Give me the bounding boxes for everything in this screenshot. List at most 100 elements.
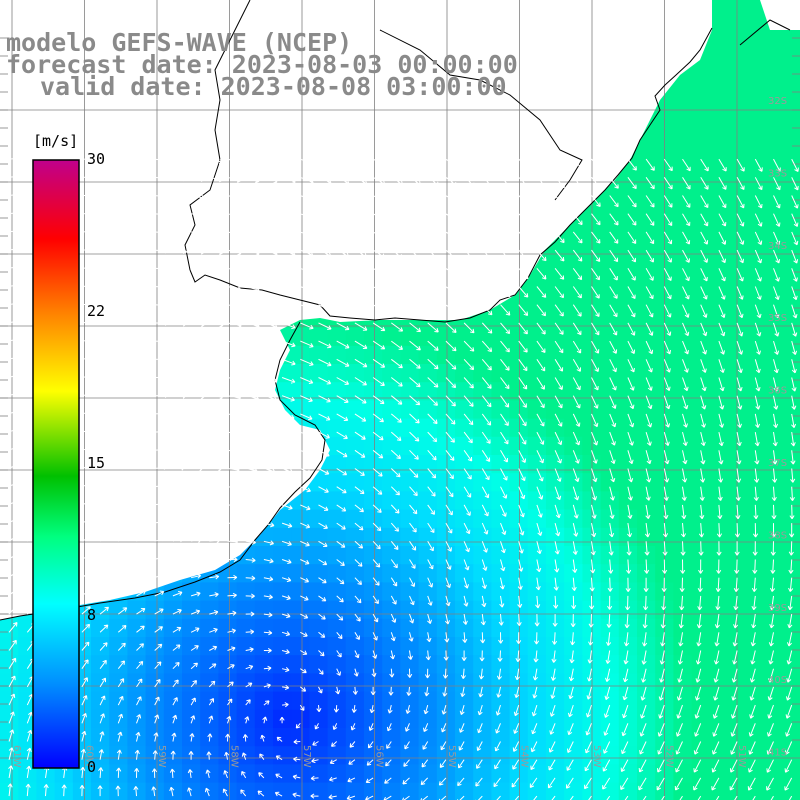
wind-arrow — [445, 395, 456, 407]
wind-arrow — [117, 660, 125, 670]
colorbar-gradient — [32, 159, 80, 769]
wind-cell — [728, 491, 747, 511]
wind-arrow — [731, 686, 738, 701]
wind-cell — [163, 782, 183, 800]
wind-cell — [273, 655, 292, 674]
wind-arrow — [81, 641, 90, 651]
wind-arrow — [494, 741, 501, 752]
wind-arrow — [154, 356, 169, 363]
wind-arrow — [445, 559, 452, 570]
wind-arrow — [426, 632, 432, 643]
wind-arrow — [461, 650, 467, 661]
wind-cell — [764, 291, 784, 310]
wind-cell — [746, 291, 765, 310]
wind-arrow — [518, 377, 528, 390]
land-mass — [0, 0, 800, 620]
wind-arrow — [136, 320, 151, 326]
wind-cell — [728, 163, 747, 183]
wind-arrow — [663, 268, 672, 282]
wind-arrow — [767, 686, 774, 701]
wind-cell — [764, 54, 784, 74]
wind-cell — [145, 782, 165, 800]
wind-arrow — [682, 340, 689, 355]
wind-arrow — [118, 373, 133, 380]
wind-arrow — [318, 231, 332, 239]
wind-arrow — [172, 519, 185, 525]
wind-cell — [728, 637, 747, 656]
wind-arrow — [481, 559, 488, 571]
wind-arrow — [718, 304, 726, 319]
wind-arrow — [607, 595, 613, 610]
wind-arrow — [281, 649, 290, 655]
wind-arrow — [500, 413, 509, 426]
wind-arrow — [245, 213, 260, 220]
wind-cell — [182, 709, 201, 729]
wind-cell — [327, 327, 347, 347]
wind-cell — [673, 655, 693, 674]
wind-arrow — [409, 286, 422, 296]
wind-arrow — [476, 741, 483, 752]
wind-arrow — [372, 249, 386, 258]
latitude-label: 35S — [768, 313, 787, 324]
wind-arrow — [554, 395, 563, 409]
wind-arrow — [390, 358, 403, 369]
wind-cell — [728, 309, 747, 329]
wind-arrow — [438, 777, 447, 786]
wind-arrow — [133, 786, 139, 797]
wind-cell — [709, 473, 729, 492]
wind-arrow — [245, 322, 260, 329]
latitude-label: 33S — [768, 168, 787, 179]
wind-cell — [254, 546, 274, 565]
wind-cell — [382, 382, 401, 401]
wind-arrow — [300, 559, 310, 565]
wind-cell — [709, 436, 729, 456]
wind-arrow — [354, 195, 368, 203]
wind-cell — [691, 91, 711, 110]
wind-cell — [709, 782, 729, 800]
wind-arrow — [227, 249, 242, 256]
wind-arrow — [754, 213, 763, 227]
wind-arrow — [245, 629, 255, 635]
wind-arrow — [572, 340, 582, 354]
wind-cell — [764, 36, 784, 56]
wind-arrow — [263, 558, 274, 564]
wind-arrow — [445, 158, 458, 169]
wind-arrow — [263, 358, 278, 365]
wind-arrow — [518, 322, 528, 335]
wind-cell — [218, 746, 238, 765]
wind-arrow — [773, 377, 779, 392]
wind-arrow — [282, 702, 289, 708]
wind-cell — [309, 709, 329, 729]
wind-cell — [728, 782, 747, 800]
wind-cell — [455, 728, 474, 747]
wind-arrow — [554, 431, 563, 446]
wind-arrow — [311, 758, 319, 764]
wind-arrow — [208, 680, 216, 688]
wind-cell — [564, 309, 583, 329]
wind-arrow — [518, 522, 525, 536]
wind-arrow — [190, 609, 201, 615]
wind-arrow — [240, 789, 247, 797]
wind-cell — [691, 455, 711, 474]
wind-arrow — [511, 777, 520, 788]
wind-arrow — [481, 195, 494, 206]
wind-arrow — [154, 518, 167, 524]
wind-arrow — [100, 283, 115, 289]
wind-arrow — [713, 686, 720, 701]
wind-cell — [618, 400, 638, 420]
wind-arrow — [390, 540, 399, 550]
wind-cell — [782, 436, 800, 456]
wind-arrow — [496, 686, 502, 698]
wind-arrow — [680, 523, 687, 538]
latitude-label: 38S — [768, 530, 787, 541]
wind-arrow — [300, 231, 314, 239]
wind-cell — [364, 455, 383, 474]
wind-arrow — [518, 231, 529, 243]
wind-arrow — [536, 158, 548, 170]
wind-cell — [618, 218, 638, 238]
wind-arrow — [227, 395, 241, 401]
wind-arrow — [190, 662, 198, 670]
wind-arrow — [518, 176, 530, 188]
wind-arrow — [318, 540, 328, 547]
wind-arrow — [572, 322, 582, 336]
